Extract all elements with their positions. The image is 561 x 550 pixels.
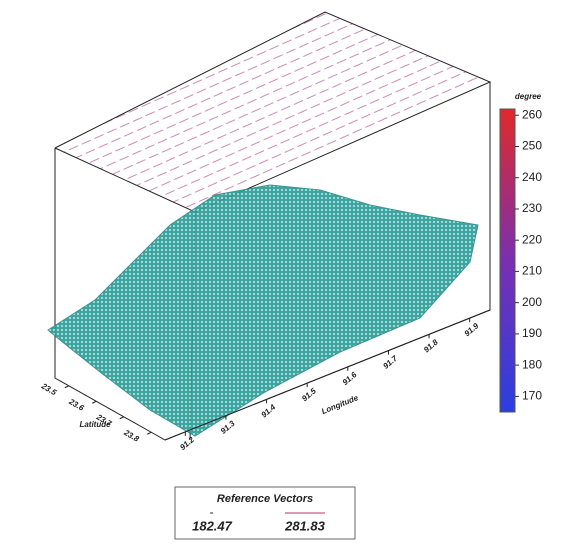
colorbar-tick-label: 180 <box>522 357 542 371</box>
x-tick-label: 91.7 <box>381 354 399 371</box>
y-tick-label: 23.5 <box>39 381 58 397</box>
x-axis-label: Longitude <box>320 393 360 416</box>
surface <box>47 184 479 437</box>
y-axis-label: Latitude <box>79 420 111 429</box>
x-tick-label: 91.9 <box>463 321 481 338</box>
y-tick <box>147 431 152 435</box>
x-tick-label: 91.8 <box>422 337 440 354</box>
y-tick-label: 23.6 <box>67 397 86 413</box>
legend: Reference Vectors 182.47 281.83 <box>174 486 356 540</box>
y-tick-label: 23.8 <box>122 428 141 444</box>
legend-title: Reference Vectors <box>217 493 313 505</box>
colorbar-tick-label: 190 <box>522 326 542 340</box>
y-tick <box>64 385 69 389</box>
colorbar <box>499 108 516 413</box>
y-tick <box>119 416 124 420</box>
legend-value: 281.83 <box>284 518 326 533</box>
colorbar-tick-label: 210 <box>522 264 542 278</box>
colorbar-tick-label: 200 <box>522 295 542 309</box>
colorbar-tick-label: 230 <box>522 201 542 215</box>
colorbar-tick-label: 170 <box>522 389 542 403</box>
colorbar-label: degree <box>515 92 542 101</box>
y-tick <box>92 400 97 404</box>
plot-box <box>47 11 492 441</box>
x-tick-label: 91.5 <box>300 386 318 403</box>
x-tick-label: 91.3 <box>219 419 237 436</box>
colorbar-tick-label: 250 <box>522 139 542 153</box>
x-tick-label: 91.4 <box>259 402 277 419</box>
x-tick-label: 91.6 <box>341 370 359 387</box>
colorbar-tick-label: 260 <box>522 107 542 121</box>
colorbar-tick-label: 220 <box>522 232 542 246</box>
colorbar-tick-label: 240 <box>522 170 542 184</box>
x-tick-label: 91.2 <box>178 435 196 452</box>
legend-value: 182.47 <box>192 518 233 533</box>
